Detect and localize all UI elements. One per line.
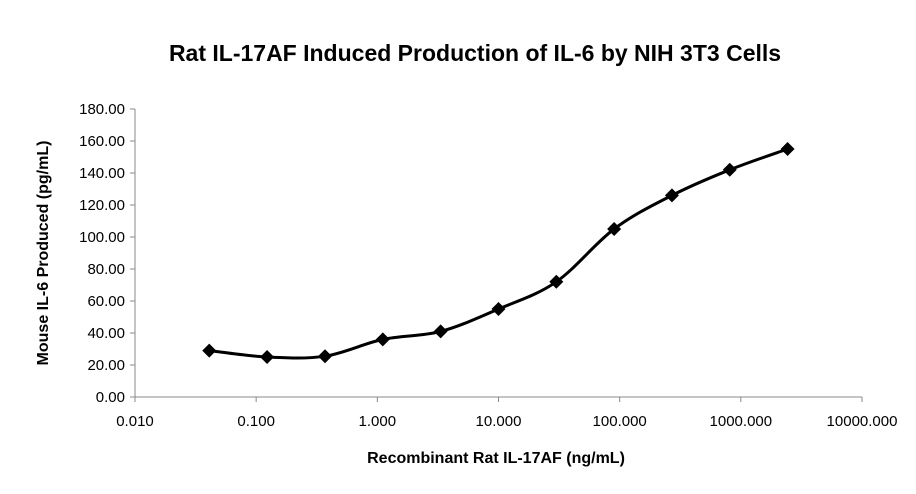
data-point	[664, 188, 679, 203]
y-tick-label: 80.00	[87, 261, 125, 278]
x-tick-label: 1000.000	[710, 413, 773, 430]
x-tick-labels: 0.010 0.100 1.000 10.000 100.000 1000.000 1000…	[116, 413, 897, 430]
x-tick-label: 10.000	[476, 413, 522, 430]
data-point	[549, 274, 564, 289]
y-tick-label: 120.00	[79, 197, 125, 214]
x-axis-title: Recombinant Rat IL-17AF (ng/mL)	[367, 450, 625, 467]
y-tick-label: 0.00	[96, 389, 125, 406]
y-axis-title: Mouse IL-6 Produced (pg/mL)	[35, 141, 52, 366]
data-point	[375, 332, 390, 347]
y-tick-label: 40.00	[87, 325, 125, 342]
x-tick-label: 100.000	[593, 413, 647, 430]
data-markers	[202, 142, 795, 364]
data-point	[202, 343, 217, 358]
x-tick-label: 1.000	[359, 413, 397, 430]
data-point	[722, 162, 737, 177]
x-tick-label: 10000.000	[827, 413, 898, 430]
data-point	[780, 142, 795, 156]
y-tick-labels: 0.00 20.00 40.00 60.00 80.00 100.00 120.00 140.…	[79, 101, 125, 406]
y-tick-label: 60.00	[87, 293, 125, 310]
data-point	[260, 350, 275, 364]
y-tick-label: 20.00	[87, 357, 125, 374]
y-tick-label: 100.00	[79, 229, 125, 246]
data-point	[491, 302, 506, 316]
data-point	[433, 324, 448, 339]
series-line	[209, 147, 789, 360]
axes	[130, 108, 863, 402]
x-tick-label: 0.100	[237, 413, 275, 430]
y-tick-label: 140.00	[79, 165, 125, 182]
x-tick-label: 0.010	[116, 413, 154, 430]
data-point	[318, 349, 333, 364]
data-point	[607, 222, 622, 236]
y-tick-label: 160.00	[79, 133, 125, 150]
y-tick-label: 180.00	[79, 101, 125, 118]
chart-title: Rat IL-17AF Induced Production of IL-6 b…	[169, 40, 781, 66]
